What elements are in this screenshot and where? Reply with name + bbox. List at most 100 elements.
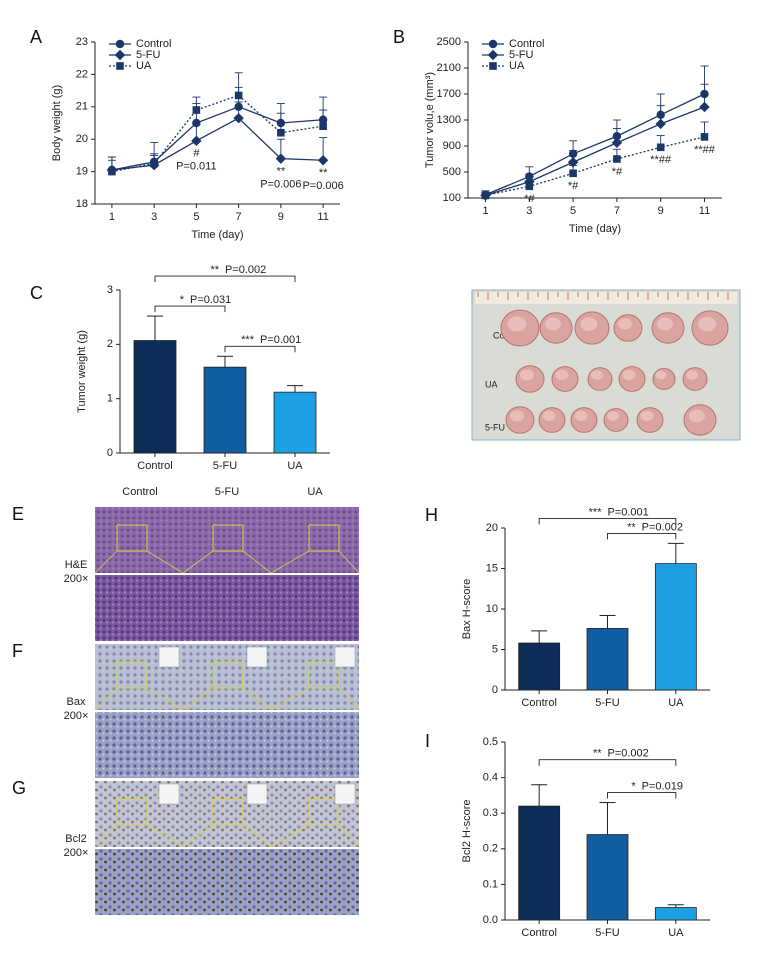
tumor-highlight <box>689 409 705 423</box>
significance-stars: *** <box>589 506 603 518</box>
x-tick-label: 5 <box>193 211 199 223</box>
roi-box <box>308 661 340 689</box>
bar <box>654 563 697 691</box>
series-line <box>111 106 324 171</box>
marker <box>699 101 710 113</box>
roi-line <box>242 824 272 848</box>
significance-bracket <box>154 275 296 283</box>
roi-line <box>242 687 272 711</box>
y-tick-label: 2500 <box>437 36 461 48</box>
bar <box>133 340 177 454</box>
tumor-highlight <box>555 369 569 381</box>
x-tick-label: 11 <box>317 211 328 223</box>
y-tick-label: 2 <box>107 338 113 350</box>
y-axis-label: Tumor weight (g) <box>76 330 88 413</box>
micrograph-texture <box>271 712 359 778</box>
tumor-highlight <box>542 410 556 422</box>
y-tick-label: 1 <box>107 393 113 405</box>
roi-line <box>146 550 184 574</box>
tumor-highlight <box>657 317 673 331</box>
tumor-highlight <box>686 370 698 380</box>
marker <box>569 169 577 178</box>
bar <box>518 642 561 691</box>
ruler <box>475 292 737 304</box>
roi-box <box>308 798 340 826</box>
p-value: P=0.002 <box>642 521 683 533</box>
annotation: **## <box>650 154 672 166</box>
y-tick-label: 18 <box>76 198 88 210</box>
annotation: P=0.011 <box>176 161 216 173</box>
y-tick-label: 21 <box>76 101 88 113</box>
series-line <box>485 106 705 197</box>
roi-box <box>308 524 340 552</box>
x-tick-label: Control <box>521 927 556 939</box>
marker <box>317 155 329 166</box>
annotation: # <box>193 148 200 160</box>
significance-stars: *** <box>241 334 255 346</box>
magnification-label: 200× <box>64 710 89 722</box>
y-tick-label: 0.3 <box>483 807 498 819</box>
tumor-highlight <box>580 317 598 331</box>
x-tick-label: 9 <box>278 211 284 223</box>
x-tick-label: UA <box>287 460 303 472</box>
roi-box <box>212 661 244 689</box>
chart-b: B 100 500 900 1300 1700 2100 2500 Tumor volu,e (… <box>393 27 722 235</box>
tumor-highlight <box>574 410 588 422</box>
tumor-highlight <box>607 411 619 421</box>
y-axis-label: Tumor volu,e (mm³) <box>424 72 436 168</box>
micrograph-texture <box>95 712 183 778</box>
p-value: P=0.019 <box>642 780 683 792</box>
y-axis-label: Bax H-score <box>461 579 473 640</box>
significance-stars: * <box>631 780 636 792</box>
marker <box>192 106 201 114</box>
roi-line <box>94 824 118 848</box>
marker <box>233 112 244 124</box>
y-tick-label: 2100 <box>437 62 461 74</box>
inset <box>158 646 180 668</box>
series-line <box>111 117 324 171</box>
tumor-highlight <box>618 318 632 330</box>
y-tick-label: 19 <box>76 166 88 178</box>
row-label: 5-FU <box>485 422 505 432</box>
marker <box>611 137 623 148</box>
y-tick-label: 3 <box>107 284 113 296</box>
annotation: ** <box>319 167 328 179</box>
marker <box>277 128 285 137</box>
annotation: ** <box>277 166 286 178</box>
micrograph-texture <box>183 712 271 778</box>
roi-line <box>338 824 360 848</box>
histology: Control 5-FU UA E H&E 200× F Bax 200× G Bcl2 200… <box>12 486 360 915</box>
marker <box>234 91 243 100</box>
significance-stars: ** <box>627 521 636 533</box>
x-tick-label: Control <box>137 460 172 472</box>
bar <box>586 628 629 691</box>
row-label: UA <box>485 379 498 389</box>
y-tick-label: 0.0 <box>483 914 498 926</box>
panel-letter: I <box>425 731 430 751</box>
significance-bracket <box>607 532 677 540</box>
chart-a: A 18 19 20 21 22 23 Body weight (g) 1 3 5 7 9 11 Time … <box>30 27 344 241</box>
micrograph-texture <box>183 849 271 915</box>
y-tick-label: 500 <box>443 166 461 178</box>
annotation: *# <box>568 180 579 192</box>
y-axis-label: Body weight (g) <box>51 85 63 161</box>
roi-line <box>242 550 272 574</box>
roi-line <box>146 687 184 711</box>
marker <box>613 155 621 163</box>
p-value: P=0.001 <box>608 506 649 518</box>
inset <box>158 783 180 805</box>
y-tick-label: 0.2 <box>483 843 498 855</box>
roi-line <box>182 824 214 848</box>
legend-marker <box>116 62 124 70</box>
x-tick-label: 9 <box>658 205 664 217</box>
significance-bracket <box>607 792 677 799</box>
legend-marker <box>488 39 498 49</box>
y-tick-label: 1300 <box>437 114 461 126</box>
x-tick-label: 1 <box>482 205 488 217</box>
x-tick-label: UA <box>668 697 684 709</box>
column-label: Control <box>122 486 157 498</box>
bar <box>518 805 561 921</box>
roi-line <box>146 824 184 848</box>
marker <box>108 167 116 176</box>
